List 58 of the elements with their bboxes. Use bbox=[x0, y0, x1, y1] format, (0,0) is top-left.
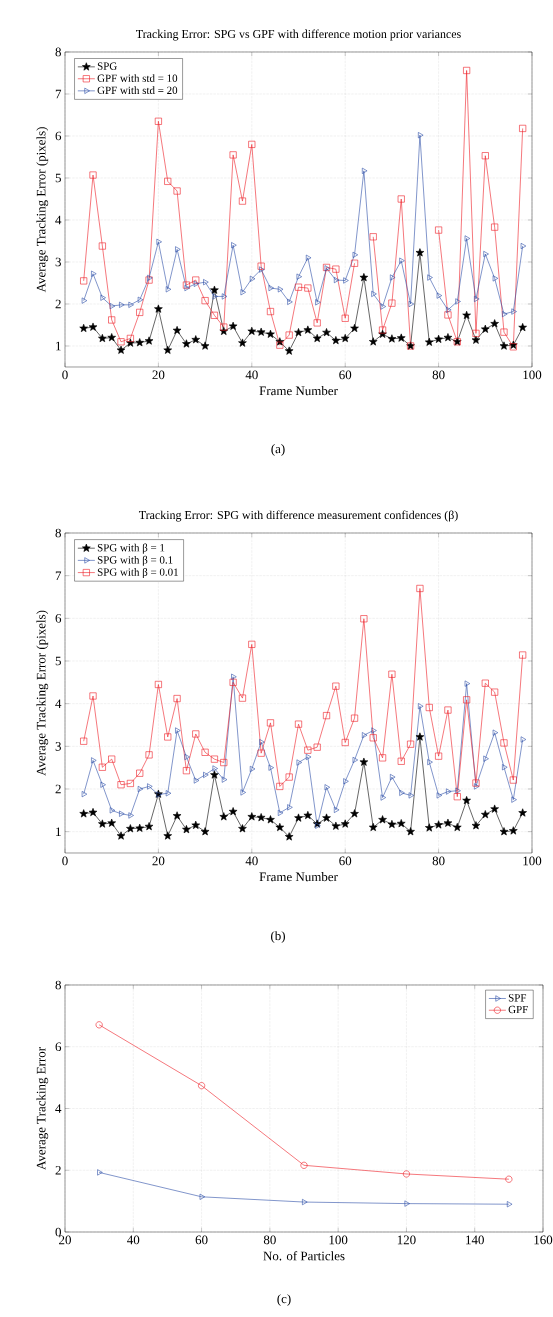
x-axis-title: Frame Number bbox=[259, 872, 338, 882]
y-tick-label: 5 bbox=[55, 656, 61, 666]
x-tick-label: 20 bbox=[59, 1235, 71, 1245]
y-tick-label: 3 bbox=[55, 741, 61, 751]
y-tick-label: 4 bbox=[55, 215, 62, 225]
x-tick-label: 40 bbox=[127, 1235, 140, 1245]
x-tick-label: 100 bbox=[329, 1235, 348, 1245]
x-tick-label: 100 bbox=[523, 370, 542, 380]
y-tick-label: 6 bbox=[55, 1042, 62, 1052]
y-tick-label: 8 bbox=[55, 528, 61, 538]
x-tick-label: 60 bbox=[339, 856, 352, 866]
legend-label: SPF bbox=[508, 994, 527, 1002]
y-tick-label: 6 bbox=[55, 613, 62, 623]
x-tick-label: 160 bbox=[534, 1235, 553, 1245]
x-tick-label: 80 bbox=[432, 370, 445, 380]
x-tick-label: 100 bbox=[523, 856, 542, 866]
y-tick-label: 4 bbox=[55, 699, 62, 708]
y-tick-label: 0 bbox=[55, 1227, 61, 1237]
x-tick-label: 40 bbox=[245, 370, 258, 380]
x-tick-label: 80 bbox=[263, 1235, 276, 1245]
y-tick-label: 5 bbox=[55, 173, 61, 183]
y-tick-label: 1 bbox=[56, 827, 61, 836]
text: (c) bbox=[277, 1294, 291, 1306]
y-tick-label: 2 bbox=[55, 1165, 61, 1175]
x-tick-label: 60 bbox=[339, 370, 352, 380]
x-axis-title: Frame Number bbox=[259, 386, 338, 396]
legend-label: SPG bbox=[97, 62, 117, 70]
y-tick-label: 4 bbox=[55, 1104, 62, 1113]
y-tick-label: 8 bbox=[55, 980, 61, 990]
legend-label: GPF bbox=[508, 1005, 528, 1014]
y-axis-title: Average Tracking Error (pixels) bbox=[36, 610, 49, 776]
x-tick-label: 60 bbox=[195, 1235, 208, 1245]
x-tick-label: 80 bbox=[432, 856, 445, 866]
y-tick-label: 8 bbox=[55, 47, 61, 57]
x-tick-label: 20 bbox=[152, 856, 165, 866]
x-tick-label: 140 bbox=[466, 1235, 484, 1245]
y-tick-label: 7 bbox=[55, 89, 62, 99]
y-axis-title: Average Tracking Error bbox=[36, 1047, 49, 1170]
y-tick-label: 7 bbox=[55, 571, 62, 580]
legend-label: SPG with β = 0.1 bbox=[97, 555, 173, 566]
legend-label: GPF with std = 10 bbox=[97, 74, 178, 82]
text: (b) bbox=[271, 931, 285, 943]
x-tick-label: 40 bbox=[245, 856, 258, 866]
x-tick-label: 20 bbox=[152, 370, 165, 380]
legend-label: SPG with β = 1 bbox=[97, 543, 165, 554]
y-tick-label: 6 bbox=[55, 131, 62, 141]
chart-title: Tracking Error: SPG vs GPF with difference motion prior variances bbox=[136, 29, 461, 41]
chart-title: Tracking Error: SPG with difference measurement confidences (β) bbox=[138, 510, 458, 522]
y-axis-title: Average Tracking Error (pixels) bbox=[36, 127, 49, 293]
y-tick-label: 2 bbox=[55, 299, 61, 309]
y-tick-label: 2 bbox=[55, 784, 61, 794]
x-tick-label: 120 bbox=[397, 1235, 416, 1245]
legend-label: SPG with β = 0.01 bbox=[97, 567, 178, 579]
legend-label: GPF with std = 20 bbox=[97, 86, 178, 95]
y-tick-label: 1 bbox=[56, 341, 61, 351]
text: (a) bbox=[271, 444, 285, 456]
x-axis-title: No. of Particles bbox=[263, 1251, 345, 1261]
y-tick-label: 3 bbox=[55, 257, 61, 267]
